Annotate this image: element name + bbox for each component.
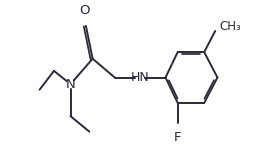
Text: O: O [80,4,90,17]
Text: HN: HN [131,71,150,84]
Text: CH₃: CH₃ [219,20,241,33]
Text: N: N [66,78,75,91]
Text: F: F [174,130,182,144]
